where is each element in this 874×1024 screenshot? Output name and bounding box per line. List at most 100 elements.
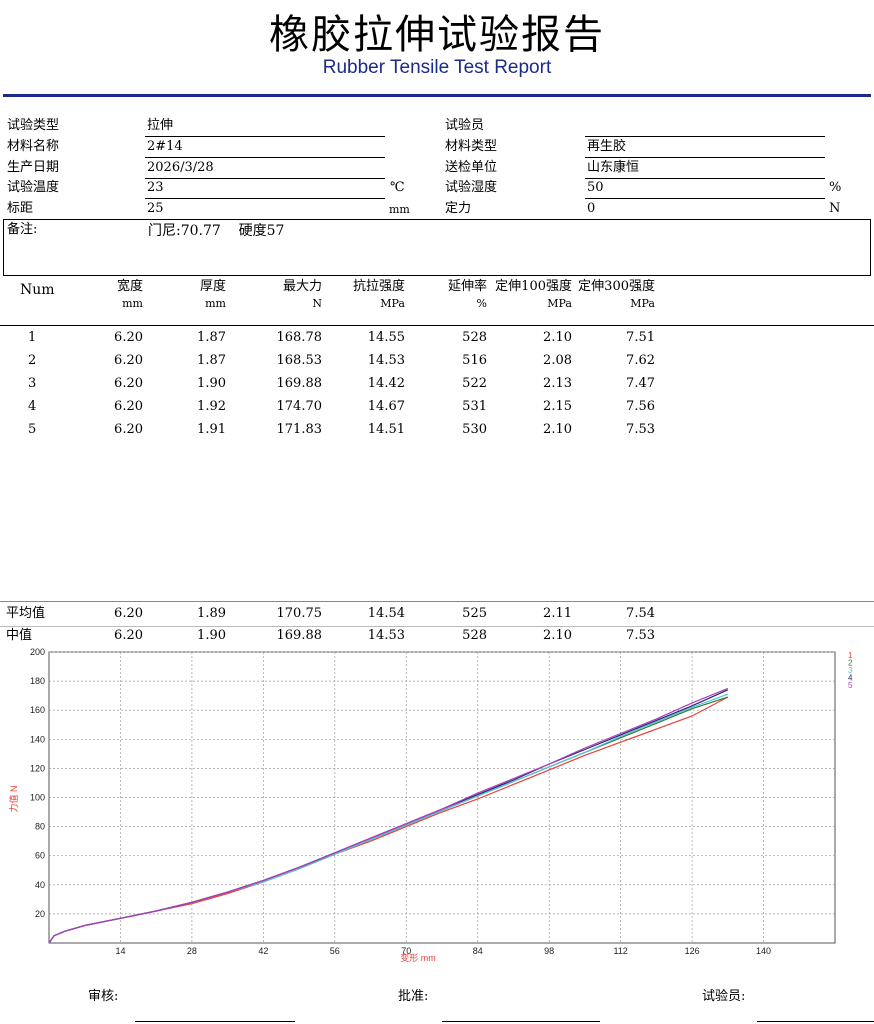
remark-label: 备注: — [7, 222, 38, 237]
chart-x-tick-label: 126 — [685, 946, 700, 956]
chart-x-tick-label: 56 — [330, 946, 340, 956]
table-cell-width: 6.20 — [114, 353, 143, 368]
summary-cell-num: 平均值 — [6, 606, 46, 621]
chart-legend-entry-2: 2 — [848, 659, 853, 668]
tester-label: 试验员 — [445, 118, 485, 133]
table-cell-modulus-300: 7.62 — [626, 353, 655, 368]
col-header-modulus-300: 定伸300强度 — [578, 279, 655, 294]
summary-cell-max-force: 169.88 — [276, 628, 323, 643]
fixed-force-label: 定力 — [445, 201, 472, 216]
summary-cell-tensile-strength: 14.54 — [367, 606, 405, 621]
table-cell-tensile-strength: 14.42 — [367, 376, 405, 391]
chart-legend-entry-3: 3 — [848, 666, 853, 675]
table-cell-tensile-strength: 14.55 — [367, 330, 405, 345]
header-divider — [3, 94, 871, 97]
col-header-modulus-100: 定伸100强度 — [495, 279, 572, 294]
table-cell-max-force: 174.70 — [276, 399, 323, 414]
test-temp-unit: ℃ — [390, 180, 405, 195]
test-temp-label: 试验温度 — [7, 180, 60, 195]
summary-cell-elongation: 528 — [462, 628, 487, 643]
chart-tick-labels: 14 28 42 56 70 84 98 112 126 140 20 40 60 80 100 120 140… — [30, 647, 771, 956]
chart-y-tick-label: 140 — [30, 734, 45, 744]
fixed-force-value: 0 — [587, 201, 596, 216]
force-deformation-chart: 14 28 42 56 70 84 98 112 126 14020406080100120140… — [8, 647, 853, 963]
inspection-unit-label: 送检单位 — [445, 160, 498, 175]
approver-signature-line — [442, 1021, 600, 1022]
table-cell-num: 2 — [28, 353, 37, 368]
table-header-rule — [0, 325, 874, 326]
summary-top-rule — [0, 601, 874, 602]
material-name-label: 材料名称 — [7, 139, 60, 154]
table-cell-num: 3 — [28, 376, 37, 391]
reviewer-signature-label: 审核: — [88, 989, 119, 1004]
table-cell-thickness: 1.91 — [197, 422, 226, 437]
table-cell-width: 6.20 — [114, 376, 143, 391]
test-temp-value: 23 — [147, 180, 164, 195]
table-cell-max-force: 168.78 — [276, 330, 323, 345]
chart-y-axis-label: 力值 N — [8, 785, 19, 812]
col-unit-thickness: mm — [205, 297, 226, 310]
table-cell-modulus-100: 2.15 — [543, 399, 572, 414]
chart-legend-entry-5: 5 — [848, 681, 853, 690]
chart-y-tick-label: 120 — [30, 763, 45, 773]
tester-signature-label: 试验员: — [702, 989, 746, 1004]
tester-underline — [585, 136, 825, 137]
table-cell-thickness: 1.92 — [197, 399, 226, 414]
table-cell-modulus-300: 7.56 — [626, 399, 655, 414]
inspection-unit-underline — [585, 178, 825, 179]
table-cell-elongation: 522 — [462, 376, 487, 391]
col-header-tensile-strength: 抗拉强度 — [352, 279, 405, 294]
test-type-value: 拉伸 — [147, 118, 174, 133]
chart-y-tick-label: 60 — [35, 851, 45, 861]
inspection-unit-value: 山东康恒 — [587, 160, 640, 175]
fixed-force-unit: N — [829, 201, 841, 216]
table-cell-tensile-strength: 14.51 — [367, 422, 405, 437]
chart-y-tick-label: 180 — [30, 676, 45, 686]
gauge-length-label: 标距 — [7, 201, 34, 216]
col-unit-modulus-100: MPa — [547, 297, 572, 310]
chart-y-tick-label: 160 — [30, 705, 45, 715]
table-cell-max-force: 168.53 — [276, 353, 323, 368]
summary-cell-thickness: 1.89 — [197, 606, 226, 621]
table-cell-num: 5 — [28, 422, 37, 437]
test-humidity-value: 50 — [587, 180, 604, 195]
chart-legend-entry-1: 1 — [848, 651, 853, 660]
production-date-underline — [145, 178, 385, 179]
chart-series-line-4 — [48, 689, 729, 944]
reviewer-signature-line — [135, 1021, 295, 1022]
table-cell-modulus-300: 7.53 — [626, 422, 655, 437]
table-cell-modulus-300: 7.51 — [626, 330, 655, 345]
approver-signature-label: 批准: — [398, 989, 429, 1004]
chart-x-axis-label: 变形 mm — [400, 952, 436, 963]
material-type-label: 材料类型 — [445, 139, 498, 154]
chart-x-tick-label: 42 — [258, 946, 268, 956]
chart-x-tick-label: 14 — [115, 946, 125, 956]
table-cell-max-force: 171.83 — [276, 422, 323, 437]
table-cell-elongation: 528 — [462, 330, 487, 345]
table-cell-width: 6.20 — [114, 422, 143, 437]
table-cell-modulus-300: 7.47 — [626, 376, 655, 391]
table-cell-tensile-strength: 14.67 — [367, 399, 405, 414]
table-cell-width: 6.20 — [114, 399, 143, 414]
chart-grid — [48, 651, 836, 944]
material-name-underline — [145, 157, 385, 158]
col-header-thickness: 厚度 — [199, 279, 226, 294]
report-subtitle: Rubber Tensile Test Report — [322, 57, 552, 78]
table-cell-modulus-100: 2.08 — [543, 353, 572, 368]
test-type-label: 试验类型 — [7, 118, 60, 133]
table-cell-modulus-100: 2.13 — [543, 376, 572, 391]
table-cell-max-force: 169.88 — [276, 376, 323, 391]
chart-y-tick-label: 20 — [35, 909, 45, 919]
table-cell-thickness: 1.87 — [197, 353, 226, 368]
test-humidity-label: 试验湿度 — [445, 180, 498, 195]
table-cell-thickness: 1.87 — [197, 330, 226, 345]
material-type-underline — [585, 157, 825, 158]
chart-y-tick-label: 200 — [30, 647, 45, 657]
table-cell-modulus-100: 2.10 — [543, 330, 572, 345]
test-humidity-unit: % — [829, 180, 842, 195]
table-cell-width: 6.20 — [114, 330, 143, 345]
gauge-length-value: 25 — [147, 201, 164, 216]
table-cell-elongation: 516 — [462, 353, 487, 368]
chart-x-tick-label: 28 — [187, 946, 197, 956]
